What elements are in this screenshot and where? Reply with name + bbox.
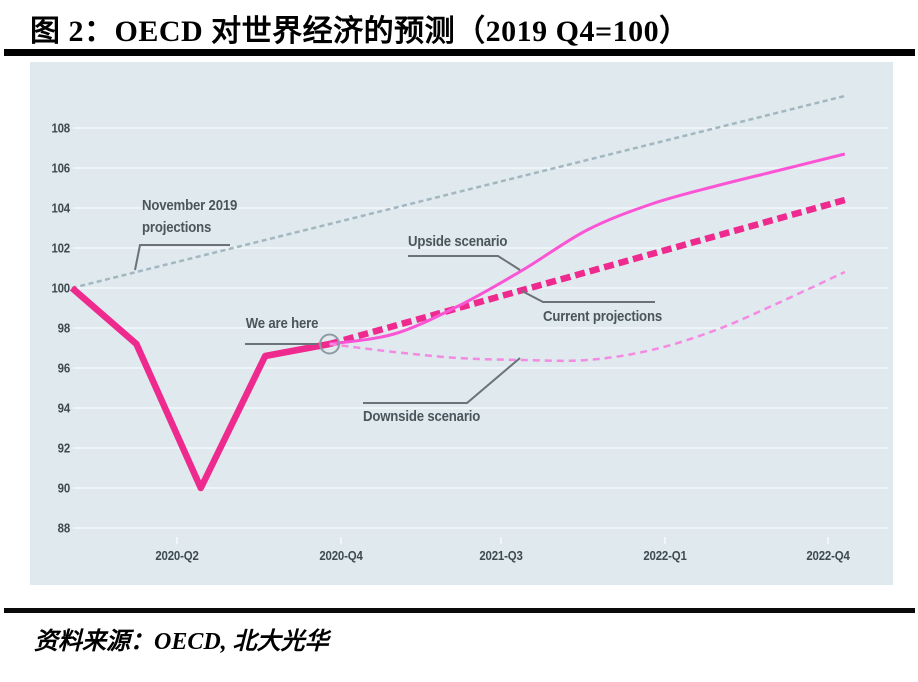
upside-label-leader — [408, 255, 521, 271]
svg-text:92: 92 — [58, 441, 71, 456]
chart-svg: 88 90 92 94 96 98 100 102 104 106 108 2020-Q2 2020-Q… — [51, 94, 888, 563]
svg-text:108: 108 — [51, 121, 70, 136]
y-tick-label-90: 90 — [58, 481, 71, 496]
downside-label-leader — [363, 357, 521, 404]
svg-text:106: 106 — [51, 161, 70, 176]
svg-text:88: 88 — [58, 521, 71, 536]
figure-title: 图 2：OECD 对世界经济的预测（2019 Q4=100） — [30, 15, 690, 48]
svg-text:Upside scenario: Upside scenario — [408, 232, 508, 249]
x-tick-label-2020-Q2: 2020-Q2 — [155, 548, 199, 563]
svg-text:Downside scenario: Downside scenario — [363, 407, 481, 424]
y-tick-label-102: 102 — [51, 241, 70, 256]
x-tick-mark — [827, 537, 829, 544]
y-tick-label-92: 92 — [58, 441, 71, 456]
current-label-leader — [521, 290, 655, 303]
x-tick-mark — [664, 537, 666, 544]
svg-text:102: 102 — [51, 241, 70, 256]
y-tick-label-98: 98 — [58, 321, 71, 336]
y-tick-label-94: 94 — [58, 401, 71, 416]
series-november-2019-projections — [71, 94, 846, 290]
svg-text:2022-Q4: 2022-Q4 — [806, 548, 850, 563]
downside-label: Downside scenario — [363, 407, 481, 424]
footer-divider-rule — [4, 608, 915, 613]
svg-text:104: 104 — [51, 201, 70, 216]
we-are-here-marker — [319, 333, 341, 355]
x-tick-label-2022-Q1: 2022-Q1 — [643, 548, 687, 563]
oecd-forecast-chart-panel: 88 90 92 94 96 98 100 102 104 106 108 2020-Q2 2020-Q… — [30, 62, 893, 585]
svg-text:100: 100 — [51, 281, 70, 296]
svg-text:2020-Q4: 2020-Q4 — [319, 548, 363, 563]
x-tick-label-2021-Q3: 2021-Q3 — [479, 548, 523, 563]
x-tick-label-2020-Q4: 2020-Q4 — [319, 548, 363, 563]
x-tick-mark — [500, 537, 502, 544]
series-upside-scenario — [329, 152, 846, 346]
series-downside-scenario — [329, 270, 846, 363]
x-tick-mark — [176, 537, 178, 544]
y-tick-label-104: 104 — [51, 201, 70, 216]
y-tick-label-108: 108 — [51, 121, 70, 136]
november-2019-label-leader — [134, 244, 230, 271]
x-tick-label-2022-Q4: 2022-Q4 — [806, 548, 850, 563]
x-tick-mark — [340, 537, 342, 544]
y-tick-label-100: 100 — [51, 281, 70, 296]
svg-text:90: 90 — [58, 481, 71, 496]
source-attribution: 资料来源：OECD, 北大光华 — [34, 629, 329, 655]
svg-text:96: 96 — [58, 361, 71, 376]
we-are-here-label: We are here — [246, 314, 319, 331]
svg-text:2020-Q2: 2020-Q2 — [155, 548, 199, 563]
y-tick-label-88: 88 — [58, 521, 71, 536]
current-label: Current projections — [543, 307, 662, 324]
series-history — [69, 285, 331, 492]
svg-text:Current projections: Current projections — [543, 307, 662, 324]
november-2019-label: November 2019 projections — [142, 196, 238, 235]
svg-text:94: 94 — [58, 401, 71, 416]
svg-text:2021-Q3: 2021-Q3 — [479, 548, 523, 563]
upside-label: Upside scenario — [408, 232, 508, 249]
y-tick-label-106: 106 — [51, 161, 70, 176]
title-divider-rule — [4, 49, 915, 56]
svg-text:We are here: We are here — [246, 314, 319, 331]
svg-text:98: 98 — [58, 321, 71, 336]
svg-text:2022-Q1: 2022-Q1 — [643, 548, 687, 563]
y-tick-label-96: 96 — [58, 361, 71, 376]
